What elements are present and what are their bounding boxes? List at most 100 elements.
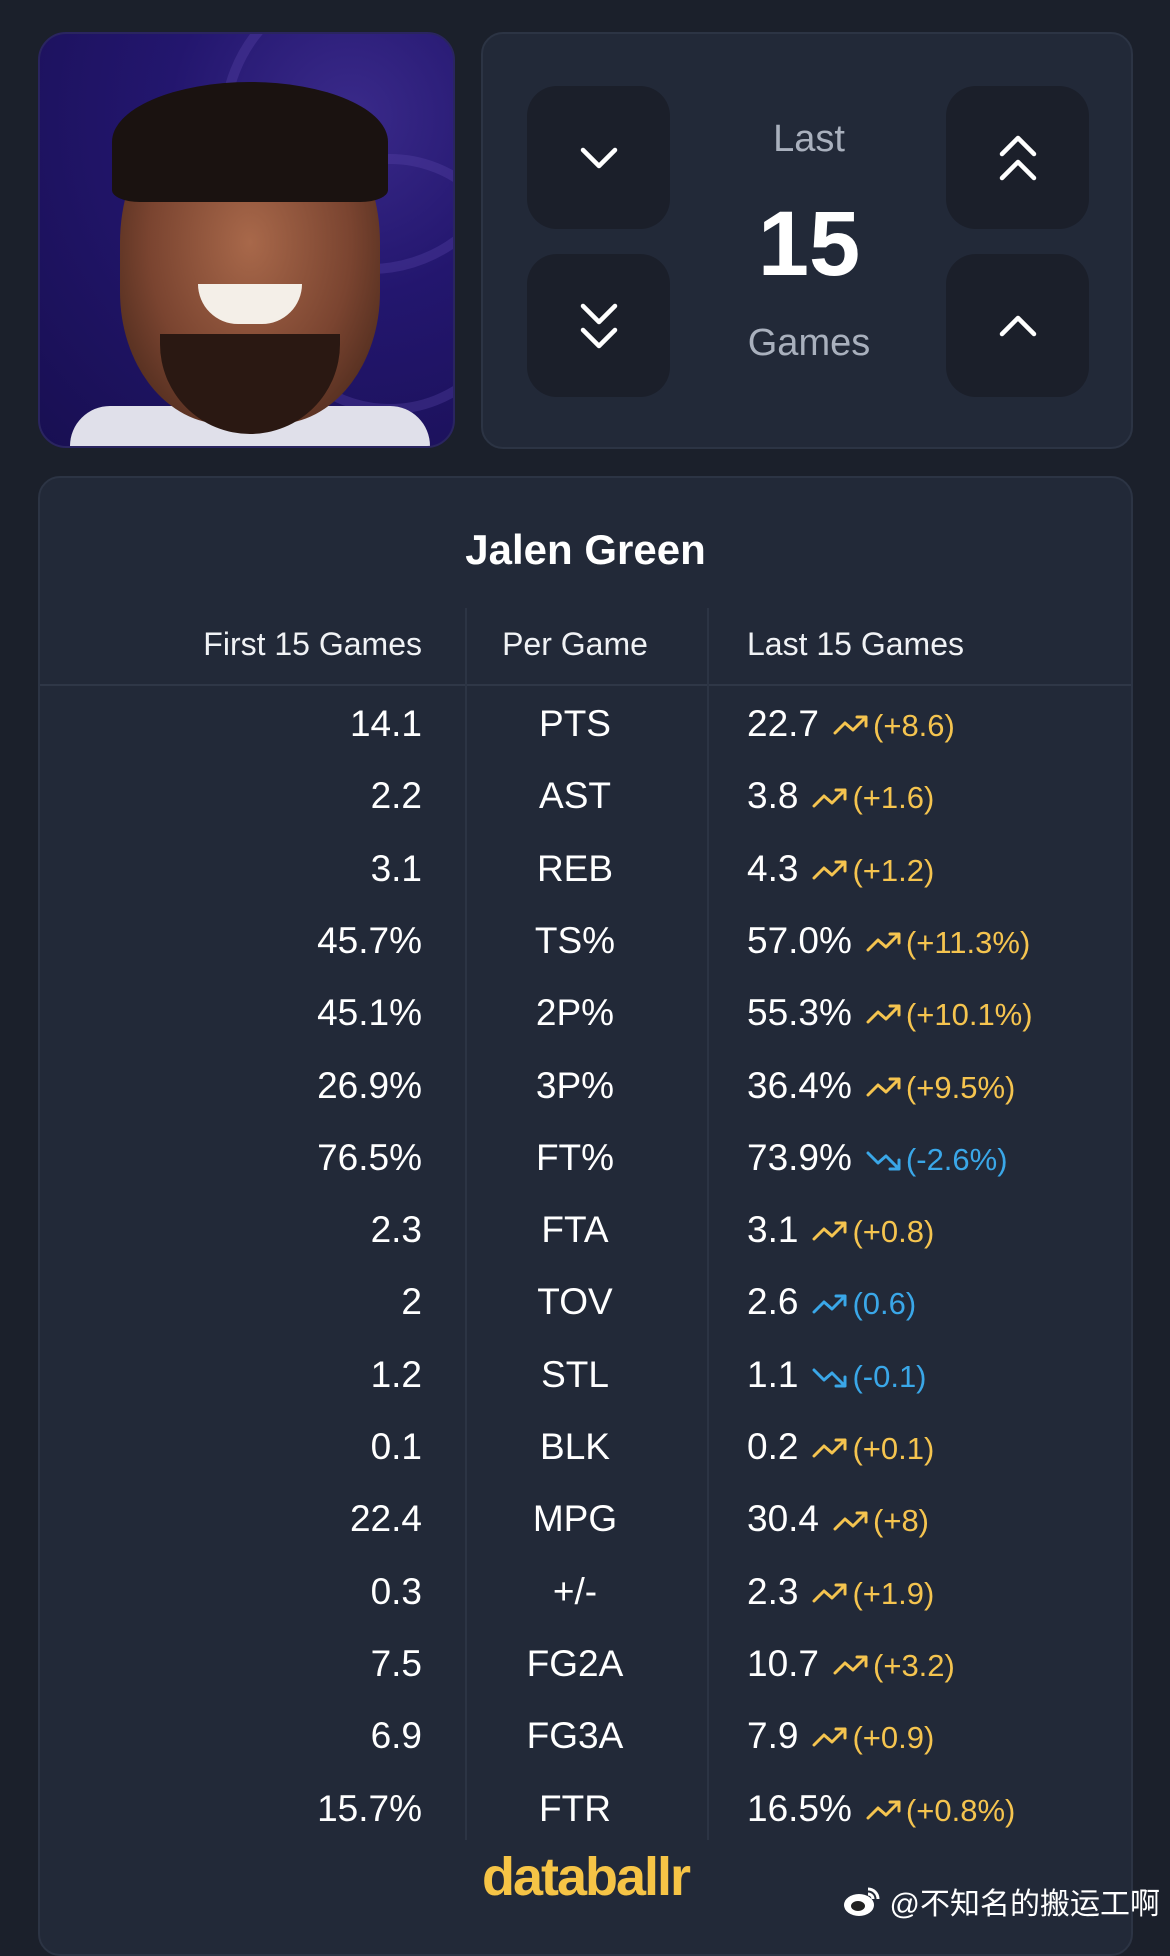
last-value-cell: 4.3 (+1.2) [747,833,934,907]
first-value: 0.1 [370,1426,422,1467]
table-row: 76.5% FT% 73.9% (-2.6%) [40,1122,1131,1194]
last-value-cell: 0.2 (+0.1) [747,1411,934,1485]
last-value-cell: 73.9% (-2.6%) [747,1122,1008,1196]
trend-up-icon [866,1800,901,1820]
last-value-cell: 16.5% (+0.8%) [747,1773,1015,1847]
table-row: 2 TOV 2.6 (0.6) [40,1266,1131,1338]
last-value: 73.9% [747,1136,852,1178]
stat-label: FTA [541,1209,609,1251]
header-first: First 15 Games [203,626,422,662]
delta-value: (-2.6%) [905,1141,1008,1177]
trend-up-icon [833,1655,868,1675]
first-value: 14.1 [349,703,422,744]
stat-label: FTR [539,1787,611,1829]
trend-down-icon [866,1151,901,1171]
watermark-text: @不知名的搬运工啊 [889,1888,1160,1921]
delta-value: (-0.1) [852,1358,927,1394]
player-photo [38,32,455,448]
table-row: 14.1 PTS 22.7 (+8.6) [40,688,1131,760]
increase-button[interactable] [946,254,1089,397]
first-value: 0.3 [370,1570,422,1612]
first-value: 2 [401,1281,422,1323]
stat-label: 2P% [535,992,615,1034]
player-name: Jalen Green [465,526,706,573]
first-value: 3.1 [370,847,422,889]
stat-label: STL [541,1353,609,1395]
last-value: 3.8 [747,775,799,817]
last-value: 7.9 [747,1715,799,1757]
table-row: 1.2 STL 1.1 (-0.1) [40,1339,1131,1411]
first-value: 2.3 [370,1209,422,1251]
last-value: 2.3 [747,1570,799,1612]
header-last: Last 15 Games [747,626,964,662]
trend-up-icon [833,1511,868,1531]
trend-down-icon [812,1368,847,1388]
table-row: 2.2 AST 3.8 (+1.6) [40,760,1131,832]
first-value: 26.9% [317,1064,422,1106]
delta-value: (+8) [873,1503,930,1539]
last-value: 57.0% [747,919,852,961]
table-row: 45.7% TS% 57.0% (+11.3%) [40,905,1131,977]
trend-up-icon [812,1438,847,1458]
delta-value: (+0.8%) [905,1792,1016,1828]
last-value: 30.4 [747,1498,820,1540]
table-row: 3.1 REB 4.3 (+1.2) [40,833,1131,905]
weibo-icon [843,1887,880,1916]
last-value: 4.3 [747,847,799,889]
header-divider [40,684,1131,686]
increase-many-button[interactable] [946,86,1089,229]
delta-value: (+0.9) [852,1720,935,1756]
stat-label: MPG [532,1498,618,1540]
delta-value: (+1.9) [852,1575,935,1611]
last-value: 55.3% [747,992,852,1034]
game-range-selector: Last 15 Games [481,32,1133,449]
stat-label: 3P% [535,1064,615,1106]
table-row: 45.1% 2P% 55.3% (+10.1%) [40,977,1131,1049]
table-row: 6.9 FG3A 7.9 (+0.9) [40,1700,1131,1772]
last-value-cell: 55.3% (+10.1%) [747,977,1033,1051]
first-value: 6.9 [370,1715,422,1757]
first-value: 15.7% [317,1787,422,1829]
first-value: 1.2 [370,1353,422,1395]
column-divider [465,608,467,1840]
last-value-cell: 2.3 (+1.9) [747,1556,934,1630]
stat-label: BLK [540,1426,610,1467]
table-row: 15.7% FTR 16.5% (+0.8%) [40,1773,1131,1845]
last-value-cell: 10.7 (+3.2) [747,1628,955,1702]
stat-label: PTS [539,703,611,744]
games-label: Games [747,322,871,364]
trend-up-icon [866,1077,901,1097]
trend-up-icon [812,1727,847,1747]
delta-value: (+0.1) [852,1431,935,1466]
chevron-up-icon [999,315,1036,336]
last-value: 0.2 [747,1426,799,1467]
trend-up-icon [812,1221,847,1241]
game-count: 15 [757,193,861,295]
first-value: 2.2 [370,775,422,817]
last-value-cell: 7.9 (+0.9) [747,1700,934,1774]
stat-label: FG2A [526,1642,624,1684]
table-row: 26.9% 3P% 36.4% (+9.5%) [40,1050,1131,1122]
delta-value: (+8.6) [873,708,955,743]
last-value: 1.1 [747,1353,799,1395]
decrease-many-button[interactable] [527,254,670,397]
stat-label: TS% [534,919,616,961]
last-value-cell: 1.1 (-0.1) [747,1339,927,1413]
double-chevron-up-icon [999,135,1036,180]
stat-label: TOV [537,1281,613,1323]
delta-value: (+11.3%) [905,924,1031,960]
first-value: 7.5 [370,1642,422,1684]
first-value: 22.4 [349,1498,422,1540]
trend-up-icon [833,715,868,735]
table-row: 0.1 BLK 0.2 (+0.1) [40,1411,1131,1483]
last-value: 22.7 [747,703,820,744]
delta-value: (+3.2) [873,1647,955,1683]
stat-label: REB [536,847,614,889]
first-value: 45.1% [317,992,422,1034]
last-value-cell: 3.1 (+0.8) [747,1194,934,1268]
last-value: 2.6 [747,1281,799,1323]
last-label: Last [773,118,845,160]
decrease-button[interactable] [527,86,670,229]
stat-label: +/- [552,1570,598,1612]
chevron-down-icon [580,147,617,168]
